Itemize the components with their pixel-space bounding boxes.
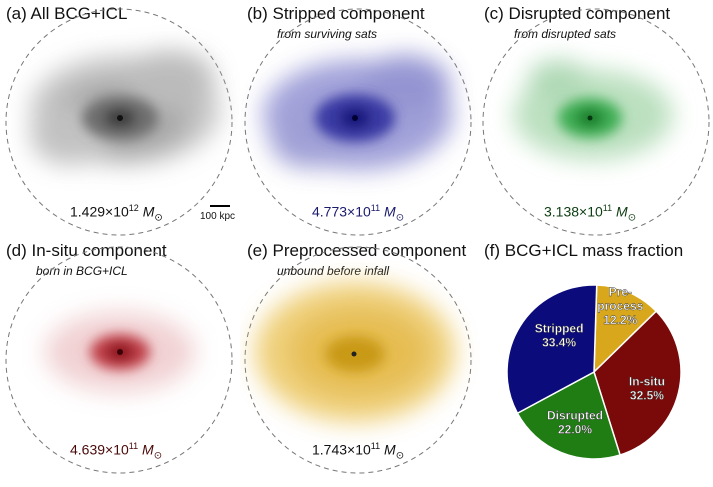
panel-title: (c) Disrupted component	[484, 4, 671, 23]
panel-all: (a) All BCG+ICL 1.429×1012 M⊙ 100 kpc	[0, 0, 240, 245]
density-map-insitu	[5, 246, 233, 474]
pie-label: 32.5%	[630, 388, 664, 402]
chart-title: (f) BCG+ICL mass fraction	[484, 241, 684, 260]
mass-label: 1.743×1011 M⊙	[312, 441, 405, 462]
scale-bar	[210, 205, 230, 207]
pie-slice-insitu	[593, 310, 682, 456]
pie-label: 12.2%	[603, 313, 637, 327]
panel-insitu: (d) In-situ component born in BCG+ICL 4.…	[0, 240, 240, 487]
panel-mass-fraction: (f) BCG+ICL mass fraction Pre-process 12.…	[478, 240, 713, 487]
pie-label: Disrupted	[547, 409, 603, 423]
panel-subtitle: from disrupted sats	[514, 27, 617, 41]
panel-title: (e) Preprocessed component	[247, 241, 467, 260]
panel-stripped: (b) Stripped component from surviving sa…	[240, 0, 480, 245]
pie-label: In-situ	[629, 374, 665, 388]
pie-slice-disrupted	[516, 370, 622, 460]
panel-subtitle: born in BCG+ICL	[36, 264, 128, 278]
density-map-preprocessed	[244, 246, 472, 474]
pie-slice-stripped	[506, 284, 598, 415]
density-map-disrupted	[482, 8, 710, 236]
panel-preprocessed: (e) Preprocessed component unbound befor…	[240, 240, 480, 487]
mass-label: 4.639×1011 M⊙	[70, 441, 163, 462]
panel-title: (a) All BCG+ICL	[6, 4, 128, 23]
density-map-all	[5, 8, 233, 236]
pie-label: Pre-	[609, 285, 632, 299]
pie-label: process	[597, 299, 643, 313]
pie-label: 22.0%	[558, 423, 592, 437]
panel-disrupted: (c) Disrupted component from disrupted s…	[478, 0, 713, 245]
pie-label: 33.4%	[542, 335, 576, 349]
mass-label: 1.429×1012 M⊙	[70, 203, 163, 224]
mass-label: 4.773×1011 M⊙	[312, 203, 405, 224]
pie-slice-pre	[593, 284, 658, 374]
panel-title: (d) In-situ component	[6, 241, 167, 260]
panel-subtitle: unbound before infall	[277, 264, 390, 278]
panel-title: (b) Stripped component	[247, 4, 425, 23]
scale-bar-label: 100 kpc	[200, 211, 236, 222]
pie-label: Stripped	[535, 321, 584, 335]
density-map-stripped	[244, 8, 472, 236]
panel-subtitle: from surviving sats	[277, 27, 378, 41]
mass-label: 3.138×1011 M⊙	[544, 203, 637, 224]
